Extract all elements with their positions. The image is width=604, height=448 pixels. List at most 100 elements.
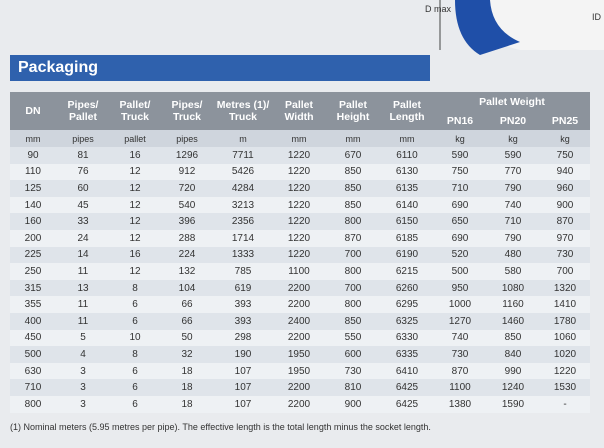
unit-cell: kg <box>486 130 540 147</box>
cell: 710 <box>486 213 540 230</box>
cell: 1100 <box>272 263 326 280</box>
cell: 6425 <box>380 395 434 413</box>
cell: 288 <box>160 229 214 247</box>
cell: 4 <box>56 346 110 363</box>
cell: 960 <box>540 180 591 197</box>
cell: 33 <box>56 213 110 230</box>
cell: 90 <box>10 147 56 164</box>
cell: 224 <box>160 246 214 264</box>
data-row: 125 60 12 720 4284 1220 850 6135 710 790 960 <box>10 180 591 197</box>
data-row: 200 24 12 288 1714 1220 870 6185 690 790 970 <box>10 229 591 247</box>
cell: 730 <box>434 346 486 363</box>
cell: 2400 <box>272 312 326 330</box>
data-row: 450 5 10 50 298 2200 550 6330 740 850 1060 <box>10 329 591 347</box>
cell: 107 <box>214 362 272 380</box>
pipe-shape <box>455 0 520 55</box>
cell: 1100 <box>434 379 486 396</box>
cell: 18 <box>160 379 214 396</box>
cell: 12 <box>110 180 160 197</box>
column-header: Pallet/Truck <box>110 92 160 130</box>
cell: 298 <box>214 329 272 347</box>
cell: 81 <box>56 147 110 164</box>
cell: 700 <box>540 263 591 280</box>
cell: 16 <box>110 246 160 264</box>
unit-cell: m <box>214 130 272 147</box>
cell: 225 <box>10 246 56 264</box>
unit-cell: mm <box>326 130 380 147</box>
cell: 6190 <box>380 246 434 264</box>
cell: 2200 <box>272 296 326 313</box>
cell: 720 <box>160 180 214 197</box>
cell: 840 <box>486 346 540 363</box>
cell: 12 <box>110 229 160 247</box>
data-row: 315 13 8 104 619 2200 700 6260 950 1080 1320 <box>10 279 591 297</box>
cell: 12 <box>110 263 160 280</box>
unit-cell: mm <box>380 130 434 147</box>
cell: 870 <box>434 362 486 380</box>
cell: 200 <box>10 229 56 247</box>
cell: 396 <box>160 213 214 230</box>
cell: 6425 <box>380 379 434 396</box>
cell: 8 <box>110 346 160 363</box>
cell: 107 <box>214 395 272 413</box>
cell: 1714 <box>214 229 272 247</box>
cell: 6140 <box>380 196 434 214</box>
cell: 393 <box>214 312 272 330</box>
cell: 3 <box>56 362 110 380</box>
cell: 900 <box>540 196 591 214</box>
header-line: Truck <box>228 111 257 123</box>
cell: 1220 <box>272 213 326 230</box>
unit-cell: mm <box>272 130 326 147</box>
cell: 6 <box>110 395 160 413</box>
column-header: Pallet Width <box>272 92 326 130</box>
cell: 800 <box>326 213 380 230</box>
cell: 107 <box>214 379 272 396</box>
cell: 2356 <box>214 213 272 230</box>
cell: 600 <box>326 346 380 363</box>
data-row: 630 3 6 18 107 1950 730 6410 870 990 1220 <box>10 362 591 380</box>
id-label: ID <box>592 12 602 22</box>
cell: 1780 <box>540 312 591 330</box>
cell: 5 <box>56 329 110 347</box>
cell: 850 <box>326 163 380 181</box>
cell: 18 <box>160 362 214 380</box>
cell: 1590 <box>486 395 540 413</box>
cell: 2200 <box>272 279 326 297</box>
cell: 1220 <box>272 196 326 214</box>
cell: 1080 <box>486 279 540 297</box>
cell: 1270 <box>434 312 486 330</box>
cell: 3 <box>56 379 110 396</box>
cell: 2200 <box>272 379 326 396</box>
column-header: Pallet Height <box>326 92 380 130</box>
cell: 900 <box>326 395 380 413</box>
data-row: 140 45 12 540 3213 1220 850 6140 690 740 900 <box>10 196 591 214</box>
cell: 6110 <box>380 147 434 164</box>
cell: 790 <box>486 229 540 247</box>
cell: 670 <box>326 147 380 164</box>
column-header: Pipes/Truck <box>160 92 214 130</box>
cell: 6 <box>110 379 160 396</box>
header-line: Width <box>284 111 314 123</box>
data-row: 225 14 16 224 1333 1220 700 6190 520 480 730 <box>10 246 591 264</box>
cell: 2200 <box>272 395 326 413</box>
header-line: Pallet/ <box>119 99 151 111</box>
cell: 6 <box>110 312 160 330</box>
header-row: PN16 PN20 PN25 <box>10 111 591 130</box>
header-line: Length <box>389 111 425 123</box>
cell: 3213 <box>214 196 272 214</box>
data-row: 90 81 16 1296 7711 1220 670 6110 590 590 750 <box>10 147 591 164</box>
cell: 7711 <box>214 147 272 164</box>
cell: 355 <box>10 296 56 313</box>
cell: 16 <box>110 147 160 164</box>
cell: 1320 <box>540 279 591 297</box>
column-header: DN <box>10 92 56 130</box>
cell: 810 <box>326 379 380 396</box>
cell: 1380 <box>434 395 486 413</box>
cell: 76 <box>56 163 110 181</box>
cell: 850 <box>486 329 540 347</box>
cell: 393 <box>214 296 272 313</box>
cell: 60 <box>56 180 110 197</box>
header-line: Metres (1)/ <box>216 99 270 111</box>
column-header: Pipes/Pallet <box>56 92 110 130</box>
